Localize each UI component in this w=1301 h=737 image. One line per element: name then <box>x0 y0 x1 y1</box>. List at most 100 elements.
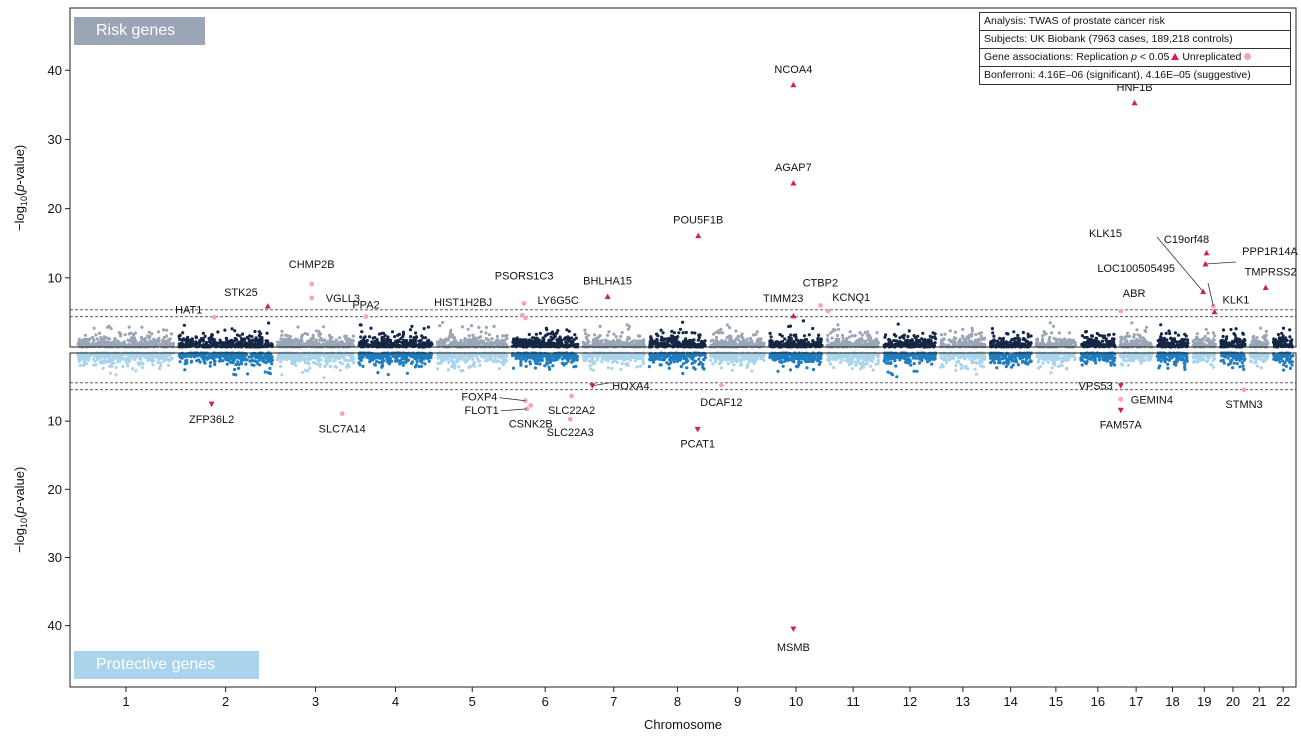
risk-background-point <box>511 339 516 343</box>
risk-background-point <box>606 342 610 346</box>
protective-background-point <box>528 356 532 360</box>
risk-background-point <box>685 339 689 343</box>
protective-background-point <box>681 362 685 366</box>
protective-background-point <box>455 357 459 361</box>
risk-background-point <box>379 343 383 347</box>
risk-background-point <box>133 331 137 335</box>
risk-background-point <box>124 343 128 348</box>
protective-background-point <box>497 367 502 371</box>
protective-background-point <box>376 371 380 375</box>
protective-background-point <box>330 353 334 357</box>
risk-background-point <box>455 340 459 344</box>
risk-background-point <box>277 340 281 344</box>
protective-background-point <box>371 358 375 362</box>
protective-background-point <box>373 362 377 366</box>
risk-background-point <box>306 332 310 336</box>
protective-background-point <box>313 354 317 358</box>
risk-background-point <box>482 339 486 343</box>
protective-background-point <box>610 366 614 370</box>
protective-background-point <box>224 358 229 362</box>
protective-background-point <box>380 361 384 365</box>
protective-background-point <box>263 370 267 374</box>
risk-background-point <box>330 335 334 340</box>
protective-background-point <box>307 357 311 361</box>
protective-background-point <box>136 361 140 365</box>
protective-background-point <box>313 361 317 365</box>
protective-background-point <box>719 366 724 370</box>
protective-background-point <box>404 360 408 364</box>
protective-background-point <box>246 372 250 376</box>
protective-background-point <box>244 362 248 366</box>
risk-background-point <box>725 335 729 340</box>
protective-background-point <box>702 357 706 361</box>
risk-background-point <box>439 340 443 344</box>
risk-background-point <box>349 338 353 342</box>
risk-background-point <box>254 338 258 342</box>
protective-background-point <box>423 362 427 366</box>
risk-background-point <box>312 336 316 341</box>
protective-background-point <box>732 363 736 367</box>
risk-background-point <box>358 323 362 327</box>
risk-background-point <box>118 332 123 336</box>
protective-background-point <box>205 352 209 356</box>
protective-background-point <box>450 364 454 368</box>
risk-background-point <box>233 336 237 341</box>
risk-background-point <box>551 330 555 334</box>
risk-background-point <box>485 344 489 348</box>
protective-background-point <box>410 361 414 365</box>
risk-background-point <box>648 340 652 344</box>
risk-background-point <box>310 343 314 347</box>
protective-background-point <box>745 365 749 369</box>
risk-background-point <box>394 339 398 344</box>
protective-background-point <box>308 366 312 370</box>
protective-background-point <box>517 355 521 359</box>
risk-background-point <box>690 331 694 335</box>
risk-background-point <box>505 333 509 337</box>
risk-background-point <box>681 331 685 335</box>
risk-background-point <box>243 337 247 341</box>
risk-background-point <box>496 339 500 343</box>
protective-background-point <box>730 368 735 372</box>
protective-background-point <box>471 357 475 361</box>
risk-background-point <box>500 338 504 342</box>
risk-background-point <box>260 342 264 346</box>
risk-background-point <box>423 336 428 340</box>
protective-background-point <box>413 365 417 369</box>
protective-background-point <box>360 356 364 360</box>
risk-background-point <box>94 333 98 337</box>
risk-background-point <box>203 334 207 338</box>
risk-background-point <box>408 341 412 345</box>
protective-background-point <box>502 361 506 365</box>
protective-background-point <box>641 361 646 365</box>
protective-background-point <box>463 359 467 363</box>
protective-background-point <box>441 357 445 361</box>
protective-background-point <box>470 354 475 359</box>
risk-background-point <box>214 344 218 348</box>
risk-background-point <box>223 343 228 347</box>
protective-background-point <box>91 357 96 361</box>
risk-background-point <box>463 341 467 345</box>
risk-background-point <box>520 340 524 344</box>
protective-background-point <box>322 376 326 380</box>
protective-background-point <box>284 353 289 357</box>
risk-background-point <box>634 342 639 346</box>
risk-background-point <box>161 328 166 332</box>
protective-background-point <box>231 361 235 365</box>
protective-background-point <box>638 356 642 360</box>
risk-background-point <box>654 332 659 336</box>
protective-background-point <box>589 367 593 371</box>
risk-background-point <box>207 340 211 344</box>
protective-background-point <box>616 353 620 357</box>
protective-background-point <box>225 362 229 366</box>
risk-background-point <box>582 343 586 347</box>
risk-background-point <box>317 342 321 346</box>
protective-background-point <box>226 353 230 357</box>
risk-background-point <box>90 336 95 340</box>
risk-background-point <box>102 335 106 339</box>
protective-background-point <box>461 369 465 373</box>
protective-background-point <box>475 356 480 360</box>
risk-background-point <box>629 343 633 347</box>
protective-background-point <box>692 366 696 370</box>
protective-background-point <box>612 359 616 363</box>
protective-background-point <box>436 356 440 360</box>
